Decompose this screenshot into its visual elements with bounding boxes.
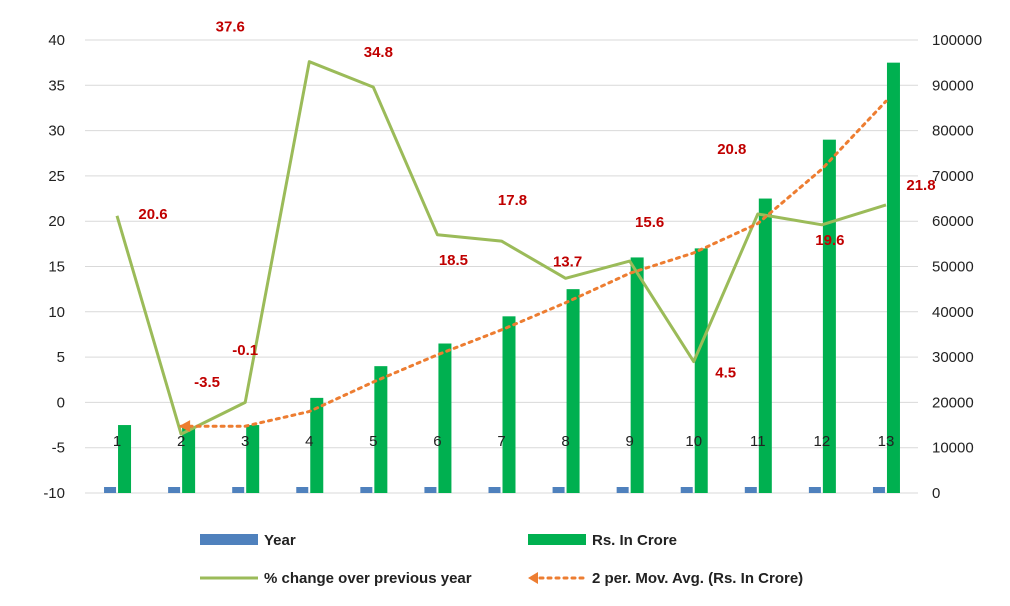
category-label: 6	[433, 433, 441, 450]
left-axis-ticks: -10 -5 0 5 10 15 20 25 30 35 40	[43, 32, 65, 502]
right-axis-tick-label: 20000	[932, 394, 974, 411]
legend: Year Rs. In Crore % change over previous y…	[200, 532, 803, 587]
left-axis-tick-label: -10	[43, 485, 65, 502]
data-label: 34.8	[364, 44, 393, 61]
left-axis-tick-label: 40	[48, 32, 65, 49]
rs-in-crore-bar	[246, 425, 260, 493]
year-bar	[296, 487, 309, 493]
data-label: 13.7	[553, 253, 582, 270]
year-bar	[232, 487, 245, 493]
category-label: 2	[177, 433, 185, 450]
category-label: 9	[625, 433, 633, 450]
year-bar	[424, 487, 437, 493]
category-label: 8	[561, 433, 569, 450]
right-axis-tick-label: 10000	[932, 440, 974, 457]
data-label: 4.5	[715, 365, 736, 382]
left-axis-tick-label: -5	[52, 440, 65, 457]
rs-in-crore-bar	[694, 248, 708, 493]
legend-swatch-rs-in-crore	[528, 534, 586, 545]
rs-in-crore-bar	[118, 425, 132, 493]
year-bar	[360, 487, 373, 493]
rs-in-crore-bar	[310, 397, 324, 493]
legend-label-percent-change: % change over previous year	[264, 570, 472, 587]
left-axis-tick-label: 5	[57, 349, 65, 366]
data-label: 37.6	[216, 19, 245, 36]
category-label: 12	[814, 433, 831, 450]
data-label: 18.5	[439, 252, 468, 269]
legend-label-year: Year	[264, 532, 296, 549]
gridlines	[85, 39, 918, 494]
rs-in-crore-bar	[438, 343, 452, 493]
category-label: 3	[241, 433, 249, 450]
year-bar	[488, 487, 501, 493]
right-axis-tick-label: 100000	[932, 32, 982, 49]
moving-average-arrowhead	[179, 420, 191, 433]
rs-in-crore-bar	[182, 427, 196, 493]
legend-arrow-icon	[528, 572, 538, 584]
data-label: 15.6	[635, 214, 664, 231]
year-bar	[680, 487, 693, 493]
data-label: 21.8	[906, 177, 935, 194]
category-label: 13	[878, 433, 895, 450]
category-label: 7	[497, 433, 505, 450]
year-bar	[872, 487, 885, 493]
year-bar	[552, 487, 565, 493]
rs-in-crore-bar	[374, 366, 388, 493]
bars-group	[104, 62, 900, 494]
right-axis-tick-label: 30000	[932, 349, 974, 366]
left-axis-tick-label: 20	[48, 213, 65, 230]
moving-average-line	[179, 99, 888, 428]
legend-swatch-year	[200, 534, 258, 545]
legend-label-rs-in-crore: Rs. In Crore	[592, 532, 677, 549]
rs-in-crore-bar	[822, 139, 836, 493]
year-bar	[808, 487, 821, 493]
rs-in-crore-bar	[630, 257, 644, 493]
lines-group	[115, 60, 888, 436]
category-label: 1	[113, 433, 121, 450]
data-label: -3.5	[194, 374, 220, 391]
rs-in-crore-bar	[886, 62, 900, 494]
year-bar	[744, 487, 757, 493]
right-axis-tick-label: 80000	[932, 123, 974, 140]
year-bar	[168, 487, 181, 493]
category-label: 11	[750, 433, 766, 450]
left-axis-tick-label: 25	[48, 168, 65, 185]
rs-in-crore-bar	[566, 289, 580, 493]
right-axis-tick-label: 40000	[932, 304, 974, 321]
left-axis-tick-label: 15	[48, 259, 65, 276]
percent-change-line	[115, 60, 887, 436]
year-bar	[104, 487, 117, 493]
data-label: 20.8	[717, 141, 746, 158]
left-axis-tick-label: 0	[57, 394, 65, 411]
category-labels: 1 2 3 4 5 6 7 8 9 10 11 12 13	[113, 433, 894, 450]
right-axis-tick-label: 60000	[932, 213, 974, 230]
rs-in-crore-bar	[758, 198, 772, 494]
category-label: 10	[685, 433, 702, 450]
legend-label-moving-average: 2 per. Mov. Avg. (Rs. In Crore)	[592, 570, 803, 587]
right-axis-tick-label: 50000	[932, 259, 974, 276]
year-bar	[616, 487, 629, 493]
right-axis-tick-label: 90000	[932, 77, 974, 94]
left-axis-tick-label: 10	[48, 304, 65, 321]
category-label: 4	[305, 433, 313, 450]
right-axis-tick-label: 70000	[932, 168, 974, 185]
right-axis-ticks: 0 10000 20000 30000 40000 50000 60000 70000 8000…	[932, 32, 982, 502]
right-axis-tick-label: 0	[932, 485, 940, 502]
data-labels: 20.6 -3.5 -0.1 37.6 34.8 18.5 17.8 13.7 15.6 4.5 2…	[138, 19, 935, 391]
data-label: 17.8	[498, 192, 527, 209]
left-axis-tick-label: 35	[48, 77, 65, 94]
data-label: 19.6	[815, 232, 844, 249]
category-label: 5	[369, 433, 377, 450]
rs-in-crore-bar	[502, 316, 516, 493]
data-label: 20.6	[138, 206, 167, 223]
left-axis-tick-label: 30	[48, 123, 65, 140]
data-label: -0.1	[232, 342, 258, 359]
